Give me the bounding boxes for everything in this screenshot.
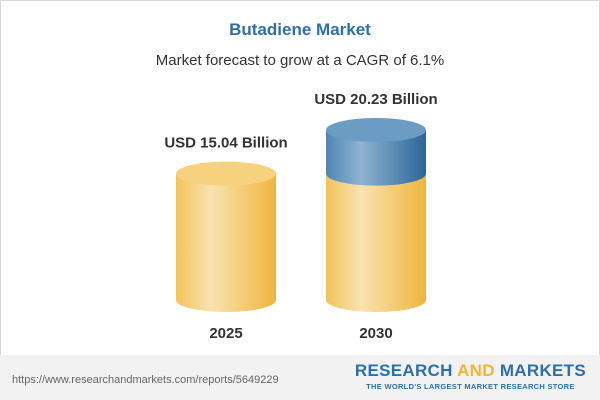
brand-logo: RESEARCH AND MARKETS THE WORLD'S LARGEST… (355, 361, 586, 391)
cylinder-body-2025 (176, 173, 276, 312)
brand-name-3: MARKETS (494, 361, 586, 380)
cylinder-top-2025 (176, 161, 276, 186)
footer: https://www.researchandmarkets.com/repor… (0, 355, 600, 400)
source-url[interactable]: https://www.researchandmarkets.com/repor… (12, 374, 279, 386)
category-label-2025: 2025 (209, 325, 242, 342)
data-label-2025: USD 15.04 Billion (164, 135, 287, 152)
brand-name-2: AND (457, 361, 495, 380)
brand-name-1: RESEARCH (354, 361, 458, 380)
cylinder-chart: USD 15.04 Billion 2025 USD 20.23 Billion 20… (164, 91, 437, 342)
chart-subtitle: Market forecast to grow at a CAGR of 6.1… (155, 52, 445, 69)
chart-title: Butadiene Market (229, 20, 371, 39)
cylinder-top-2030 (326, 118, 426, 142)
category-label-2030: 2030 (359, 325, 392, 342)
cylinder-growth-2030 (326, 130, 426, 186)
cylinder-body-2030 (326, 173, 426, 312)
brand-tagline: THE WORLD'S LARGEST MARKET RESEARCH STOR… (366, 382, 575, 391)
data-label-2030: USD 20.23 Billion (314, 91, 437, 108)
